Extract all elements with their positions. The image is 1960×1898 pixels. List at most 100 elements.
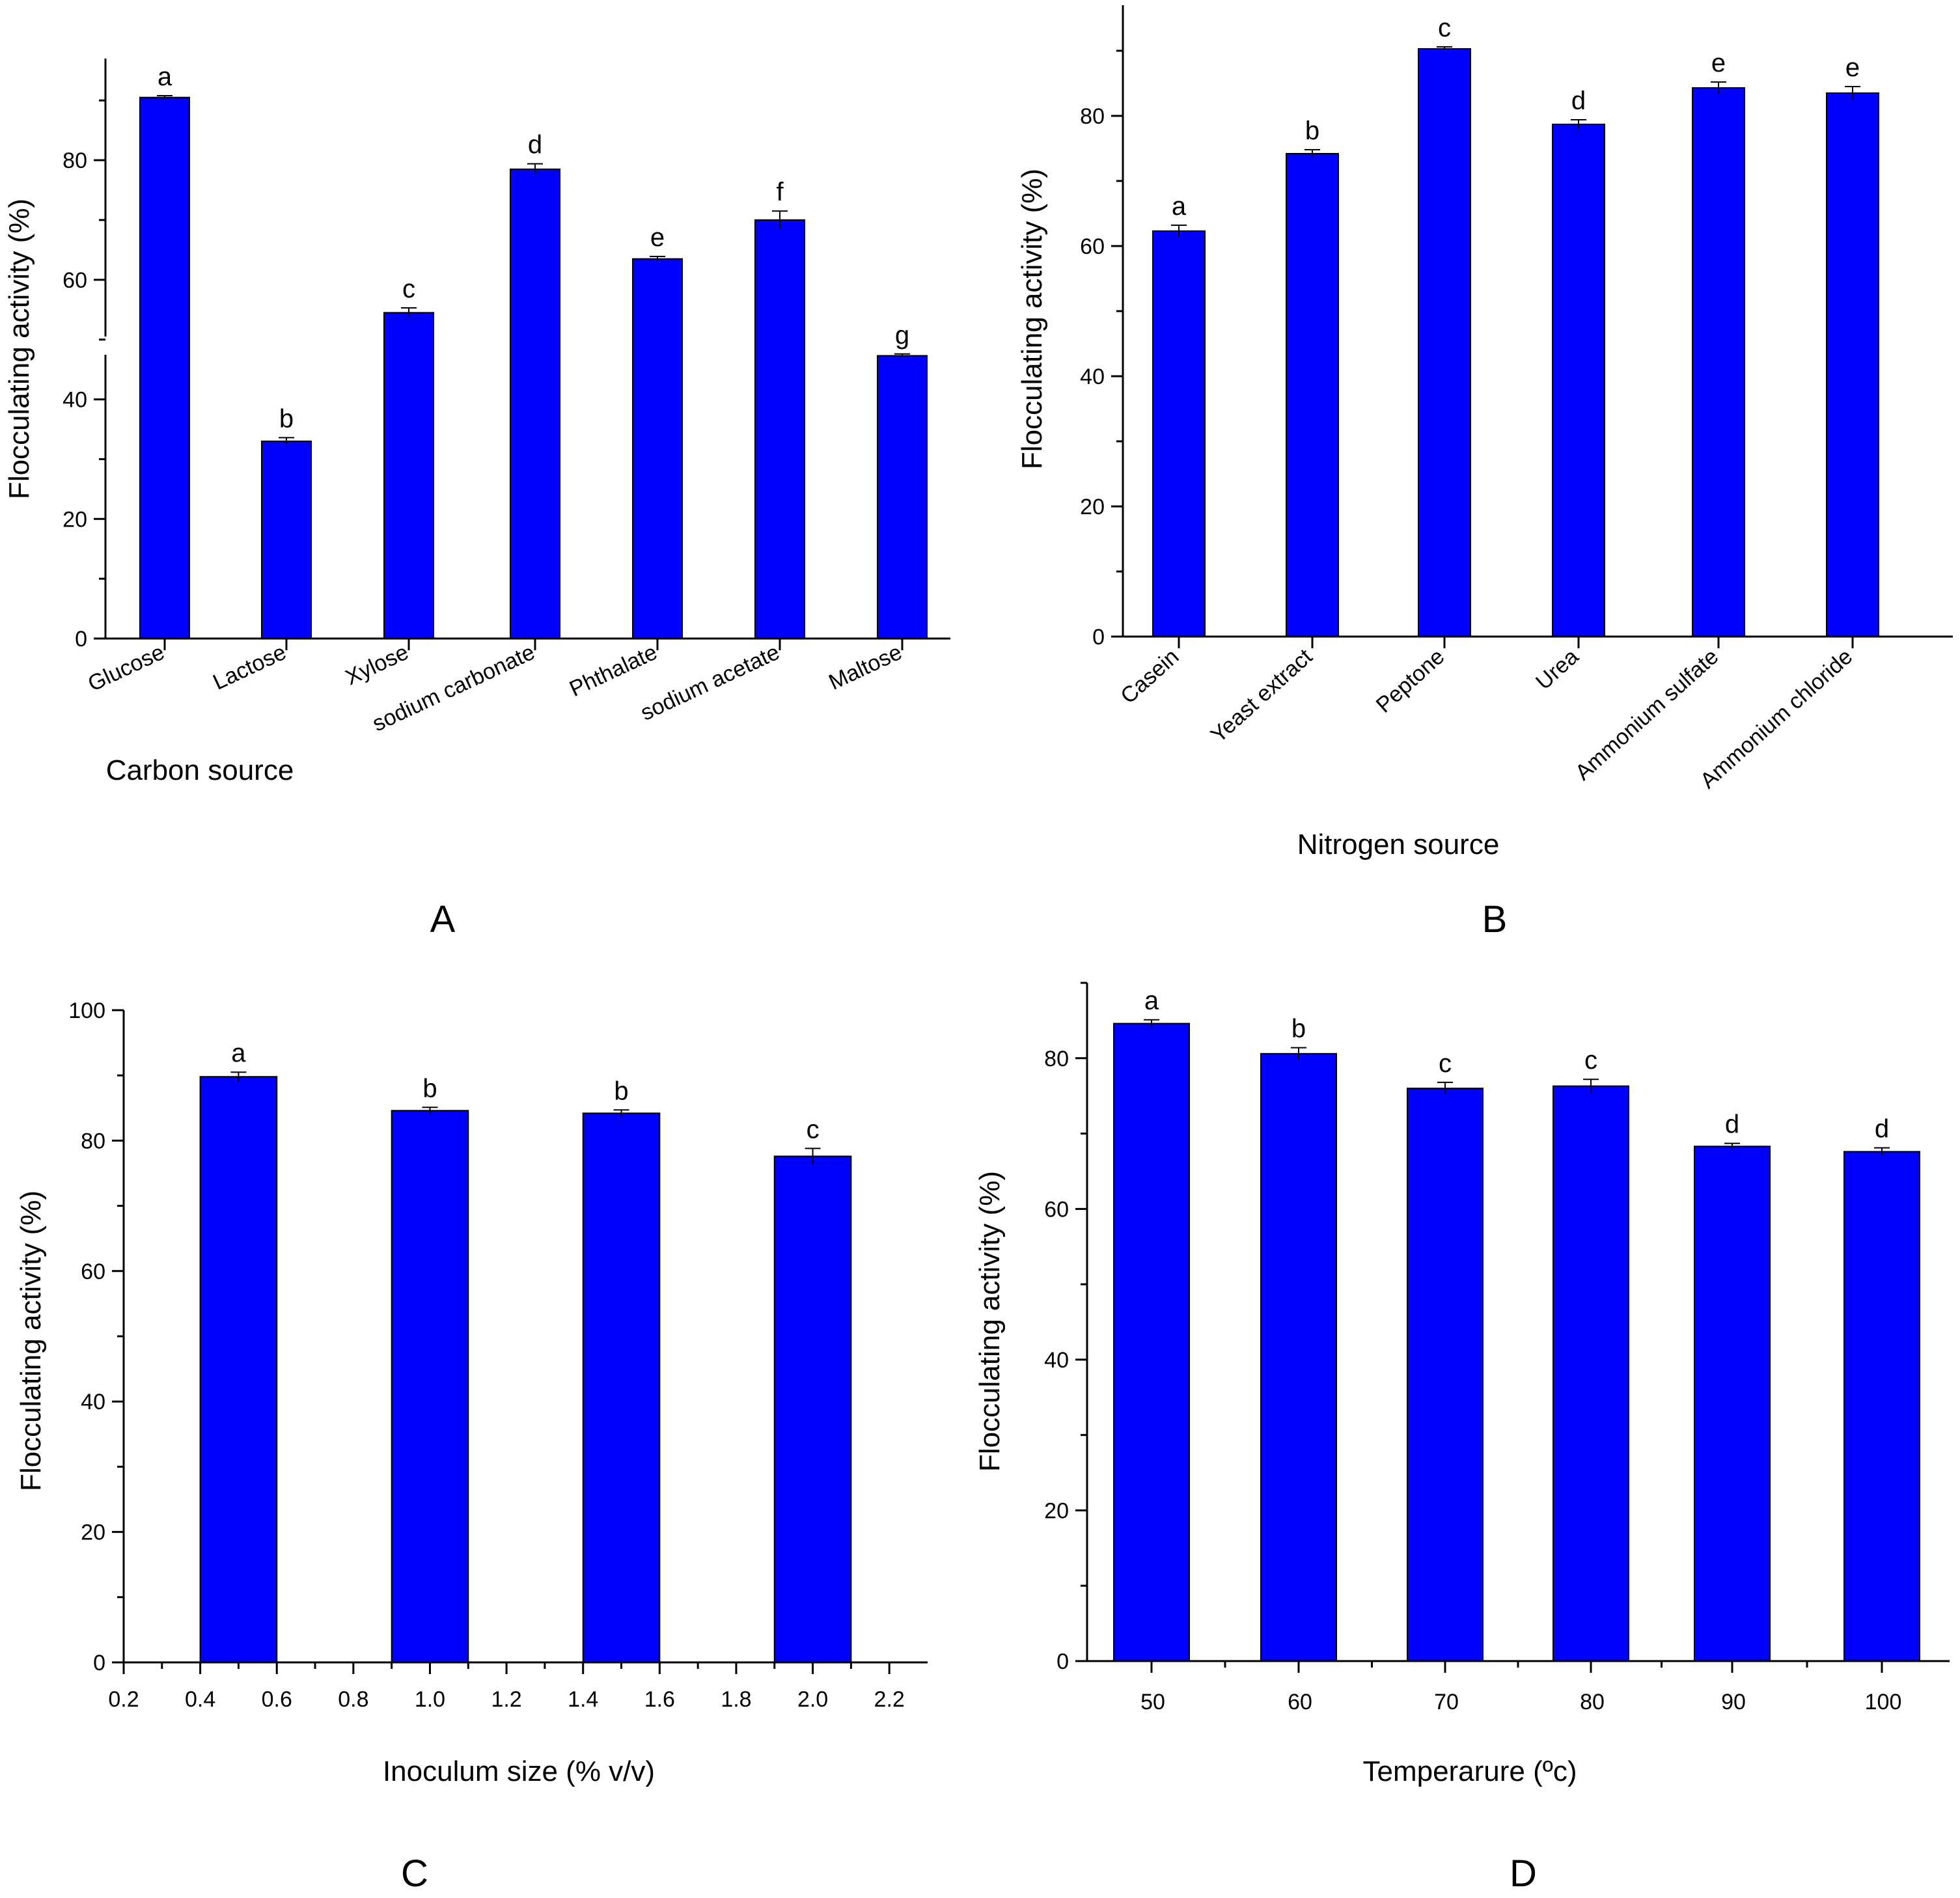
error-bar — [772, 210, 788, 229]
panel-letter: B — [1482, 898, 1508, 941]
x-tick-label: Lactose — [209, 640, 290, 695]
significance-label: c — [1584, 1046, 1597, 1075]
significance-label: d — [1875, 1115, 1889, 1144]
y-tick-label: 20 — [81, 1520, 105, 1545]
x-tick-label: 1.4 — [568, 1687, 598, 1712]
significance-label: c — [807, 1115, 820, 1144]
bar — [139, 96, 190, 640]
x-tick-label: 0.2 — [108, 1687, 139, 1712]
y-axis-title: Flocculating activity (%) — [15, 1190, 47, 1491]
significance-label: b — [1291, 1015, 1306, 1043]
error-bar — [805, 1148, 821, 1164]
error-bar — [1144, 1019, 1159, 1028]
x-tick-label: Xylose — [342, 640, 413, 691]
error-bar — [894, 353, 910, 358]
error-bar — [279, 437, 294, 445]
x-tick-label: 2.0 — [797, 1687, 828, 1712]
y-tick-label: 80 — [81, 1129, 105, 1153]
y-tick-label: 100 — [68, 998, 105, 1023]
bar — [383, 312, 434, 639]
x-tick-label: 1.2 — [491, 1687, 521, 1712]
y-tick-label: 60 — [1044, 1197, 1069, 1222]
y-axis-title: Flocculating activity (%) — [1016, 169, 1048, 469]
x-tick-label: 0.8 — [338, 1687, 368, 1712]
x-tick-label: 1.6 — [644, 1687, 675, 1712]
bar — [754, 219, 805, 639]
error-bar — [157, 94, 173, 100]
significance-label: g — [895, 321, 909, 350]
panel-letter: C — [401, 1852, 428, 1895]
axes — [104, 59, 950, 640]
x-tick-label: 70 — [1434, 1690, 1459, 1714]
bar — [1418, 48, 1471, 637]
y-tick-label: 60 — [1080, 234, 1105, 259]
x-tick-label: 80 — [1580, 1690, 1605, 1714]
x-tick-label: Phthalate — [566, 640, 661, 702]
x-tick-label: Maltose — [825, 640, 905, 695]
error-bar — [1724, 1142, 1740, 1149]
bar — [1826, 92, 1879, 637]
bar — [877, 355, 928, 640]
x-tick-label: Ammonium sulfate — [1571, 644, 1724, 786]
y-tick-label: 60 — [62, 268, 87, 293]
x-tick-label: 90 — [1721, 1690, 1746, 1714]
x-tick-label: Glucose — [84, 640, 168, 696]
axes — [1122, 5, 1953, 638]
x-tick-label: 100 — [1865, 1690, 1902, 1714]
error-bar — [1845, 86, 1860, 100]
error-bar — [422, 1107, 438, 1114]
significance-label: b — [279, 404, 294, 433]
x-tick-label: sodium acetate — [637, 640, 783, 726]
y-tick-label: 20 — [62, 507, 87, 532]
y-tick-label: 0 — [75, 627, 87, 652]
significance-label: d — [1571, 87, 1586, 115]
significance-label: c — [1438, 14, 1451, 42]
error-bar — [1171, 225, 1187, 237]
significance-label: b — [422, 1074, 437, 1103]
x-tick-label: Peptone — [1372, 644, 1450, 718]
chart-panel-b: a Casein b Yeast extract c Peptone d Urea e Ammon… — [1016, 5, 1953, 941]
bar — [1553, 1085, 1629, 1662]
x-tick-label: 2.2 — [874, 1687, 905, 1712]
significance-label: e — [650, 223, 665, 252]
bar — [510, 168, 560, 639]
y-tick-label: 80 — [62, 148, 87, 173]
panel-letter: A — [430, 898, 456, 941]
significance-label: d — [528, 131, 542, 159]
x-axis-title: Temperarure (ºc) — [1362, 1755, 1577, 1787]
bar — [1694, 1146, 1771, 1662]
x-tick-label: 0.6 — [262, 1687, 292, 1712]
x-axis-title: Carbon source — [106, 754, 294, 786]
x-tick-label: 1.8 — [721, 1687, 751, 1712]
significance-label: a — [231, 1039, 246, 1067]
bar — [773, 1155, 852, 1663]
significance-label: d — [1725, 1110, 1739, 1139]
axes — [1086, 983, 1950, 1662]
chart-panel-c: a b b c 0 20 40 60 80 100 0.2 0.4 0.6 0.8 1.0 1.2 1.4 1.6… — [15, 998, 928, 1895]
y-tick-label: 40 — [1044, 1348, 1069, 1373]
y-tick-label: 80 — [1044, 1047, 1069, 1071]
bar — [1407, 1088, 1484, 1662]
significance-label: c — [402, 275, 415, 303]
y-tick-label: 0 — [93, 1651, 105, 1675]
y-tick-label: 40 — [62, 388, 87, 413]
x-tick-label: Yeast extract — [1206, 644, 1318, 747]
x-tick-label: 50 — [1140, 1690, 1165, 1714]
significance-label: f — [776, 178, 784, 206]
y-axis-title: Flocculating activity (%) — [3, 199, 35, 499]
x-tick-label: 60 — [1288, 1690, 1312, 1714]
x-tick-label: Casein — [1116, 644, 1183, 709]
error-bar — [1437, 1081, 1453, 1095]
y-tick-label: 40 — [1080, 364, 1105, 389]
y-axis-title: Flocculating activity (%) — [974, 1171, 1006, 1472]
error-bar — [1583, 1079, 1599, 1093]
bar — [1152, 230, 1206, 637]
x-axis-title: Inoculum size (% v/v) — [383, 1755, 655, 1787]
y-tick-label: 20 — [1044, 1498, 1069, 1523]
error-bar — [1711, 81, 1726, 94]
error-bar — [1304, 149, 1320, 158]
significance-label: c — [1439, 1049, 1452, 1078]
significance-label: b — [614, 1077, 628, 1105]
